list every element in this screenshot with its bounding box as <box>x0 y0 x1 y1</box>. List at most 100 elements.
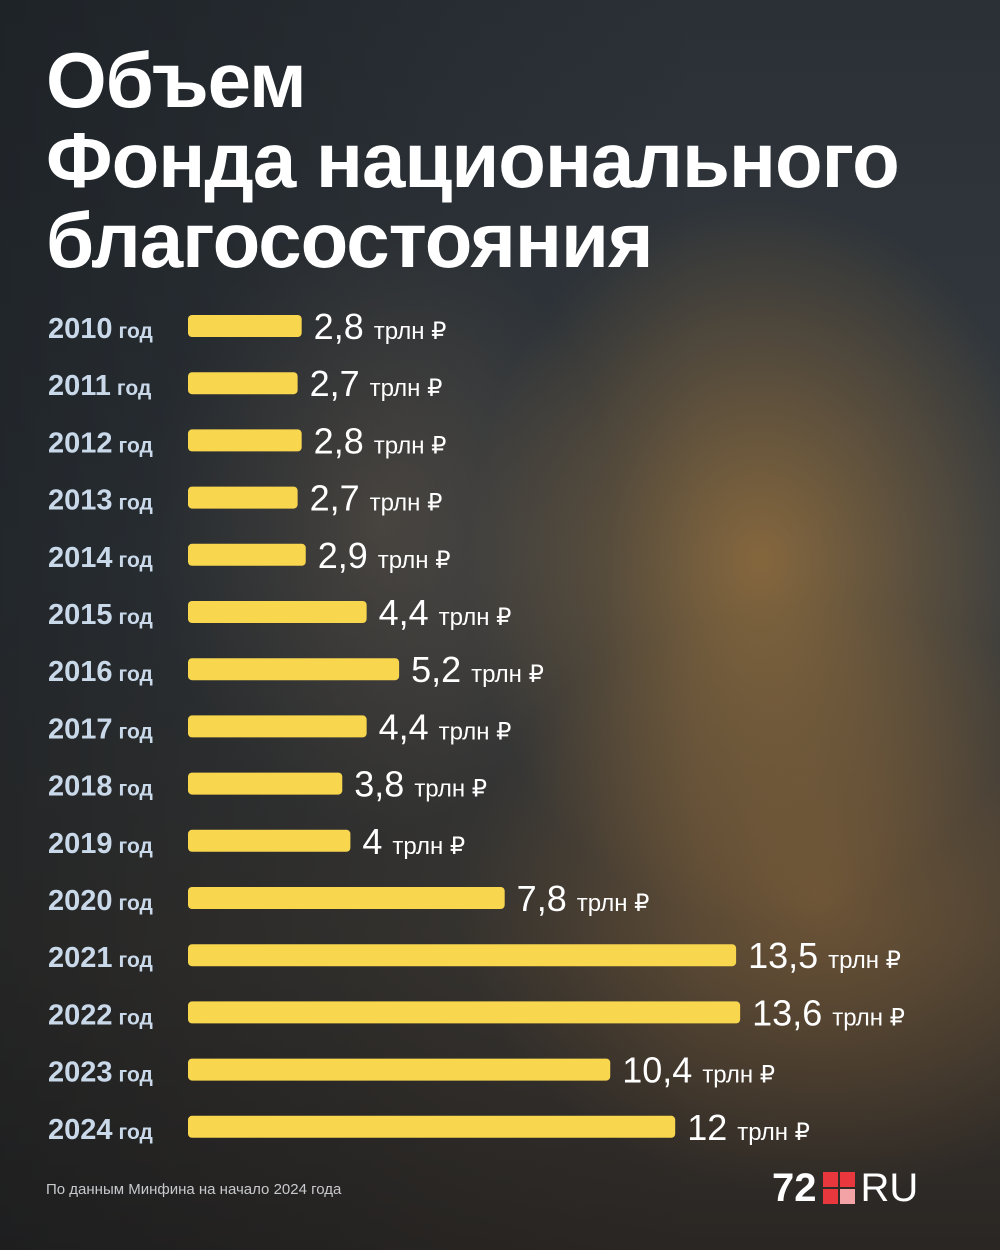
year-number: 2013 <box>48 485 113 517</box>
value-number: 12 <box>687 1107 727 1148</box>
value-number: 3,8 <box>354 764 404 805</box>
title-line-1: Объем <box>46 36 307 124</box>
value-unit: трлн ₽ <box>471 661 544 688</box>
year-number: 2010 <box>48 313 113 345</box>
value-number: 2,7 <box>310 478 360 519</box>
year-label-2018: 2018 год <box>48 771 153 803</box>
value-label-2017: 4,4 трлн ₽ <box>379 706 512 747</box>
value-label-2018: 3,8 трлн ₽ <box>354 764 487 805</box>
year-label-2024: 2024 год <box>48 1114 153 1146</box>
year-number: 2021 <box>48 942 113 974</box>
bar-2022 <box>188 1001 741 1024</box>
value-label-2016: 5,2 трлн ₽ <box>411 649 544 690</box>
value-unit: трлн ₽ <box>392 833 465 860</box>
value-number: 13,5 <box>748 935 818 976</box>
year-label-2021: 2021 год <box>48 942 153 974</box>
value-number: 7,8 <box>517 878 567 919</box>
value-unit: трлн ₽ <box>828 947 901 974</box>
value-label-2022: 13,6 трлн ₽ <box>752 992 905 1033</box>
bar-2023 <box>188 1058 611 1081</box>
bar-row-2015: 2015 год 4,4 трлн ₽ <box>48 592 511 633</box>
year-label-2012: 2012 год <box>48 427 153 459</box>
logo-squares-icon <box>822 1172 855 1204</box>
bar-row-2022: 2022 год 13,6 трлн ₽ <box>48 992 905 1033</box>
value-label-2021: 13,5 трлн ₽ <box>748 935 901 976</box>
bar-row-2017: 2017 год 4,4 трлн ₽ <box>48 706 511 747</box>
year-number: 2015 <box>48 599 113 631</box>
bar-2024 <box>188 1115 676 1138</box>
title-line-3: благосостояния <box>46 196 654 284</box>
year-label-2016: 2016 год <box>48 656 153 688</box>
bar-2015 <box>188 601 367 623</box>
bar-row-2013: 2013 год 2,7 трлн ₽ <box>48 478 442 519</box>
year-suffix: год <box>119 720 153 743</box>
year-number: 2018 <box>48 771 113 803</box>
bar-2016 <box>188 658 400 681</box>
value-unit: трлн ₽ <box>414 776 487 803</box>
year-suffix: год <box>119 434 153 457</box>
brand-logo: 72 RU <box>772 1166 918 1210</box>
source-note: По данным Минфина на начало 2024 года <box>46 1181 342 1198</box>
bar-row-2014: 2014 год 2,9 трлн ₽ <box>48 535 451 576</box>
value-unit: трлн ₽ <box>370 375 443 402</box>
logo-suffix: RU <box>860 1166 919 1210</box>
bar-2019 <box>188 829 351 852</box>
year-label-2019: 2019 год <box>48 828 153 860</box>
year-suffix: год <box>119 549 153 572</box>
year-suffix: год <box>119 1006 153 1029</box>
bar-row-2024: 2024 год 12 трлн ₽ <box>48 1107 810 1148</box>
value-label-2013: 2,7 трлн ₽ <box>310 478 443 519</box>
year-suffix: год <box>117 377 151 400</box>
bar-row-2019: 2019 год 4 трлн ₽ <box>48 821 465 862</box>
year-suffix: год <box>119 320 153 343</box>
value-number: 4,4 <box>379 592 429 633</box>
year-number: 2017 <box>48 713 113 745</box>
bar-row-2018: 2018 год 3,8 трлн ₽ <box>48 764 487 805</box>
bar-row-2023: 2023 год 10,4 трлн ₽ <box>48 1050 775 1091</box>
year-suffix: год <box>119 1121 153 1144</box>
value-label-2010: 2,8 трлн ₽ <box>314 306 447 347</box>
logo-number: 72 <box>772 1166 817 1210</box>
value-label-2023: 10,4 трлн ₽ <box>622 1050 775 1091</box>
bar-2014 <box>188 543 306 566</box>
value-number: 2,7 <box>310 363 360 404</box>
value-unit: трлн ₽ <box>439 604 512 631</box>
value-unit: трлн ₽ <box>832 1004 905 1031</box>
value-unit: трлн ₽ <box>370 490 443 517</box>
year-suffix: год <box>119 606 153 629</box>
bar-row-2010: 2010 год 2,8 трлн ₽ <box>48 306 446 347</box>
year-label-2015: 2015 год <box>48 599 153 631</box>
value-unit: трлн ₽ <box>737 1119 810 1146</box>
year-label-2023: 2023 год <box>48 1057 153 1089</box>
year-number: 2020 <box>48 885 113 917</box>
page-title: Объем Фонда национального благосостояния <box>46 40 976 280</box>
bar-row-2020: 2020 год 7,8 трлн ₽ <box>48 878 649 919</box>
year-suffix: год <box>119 492 153 515</box>
value-label-2015: 4,4 трлн ₽ <box>379 592 512 633</box>
value-number: 5,2 <box>411 649 461 690</box>
value-unit: трлн ₽ <box>702 1062 775 1089</box>
value-number: 10,4 <box>622 1050 692 1091</box>
value-number: 2,8 <box>314 306 364 347</box>
year-number: 2014 <box>48 542 113 574</box>
year-label-2020: 2020 год <box>48 885 153 917</box>
value-number: 13,6 <box>752 992 822 1033</box>
bar-2018 <box>188 772 343 795</box>
bar-2017 <box>188 715 367 738</box>
value-label-2020: 7,8 трлн ₽ <box>517 878 650 919</box>
bar-row-2016: 2016 год 5,2 трлн ₽ <box>48 649 544 690</box>
year-label-2010: 2010 год <box>48 313 153 345</box>
year-number: 2023 <box>48 1057 113 1089</box>
bar-row-2012: 2012 год 2,8 трлн ₽ <box>48 420 446 461</box>
value-unit: трлн ₽ <box>378 547 451 574</box>
bar-row-2011: 2011 год 2,7 трлн ₽ <box>48 363 442 404</box>
year-suffix: год <box>119 949 153 972</box>
value-unit: трлн ₽ <box>577 890 650 917</box>
value-number: 4 <box>362 821 382 862</box>
value-label-2014: 2,9 трлн ₽ <box>318 535 451 576</box>
year-suffix: год <box>119 663 153 686</box>
value-number: 2,8 <box>314 420 364 461</box>
bar-2013 <box>188 486 298 509</box>
